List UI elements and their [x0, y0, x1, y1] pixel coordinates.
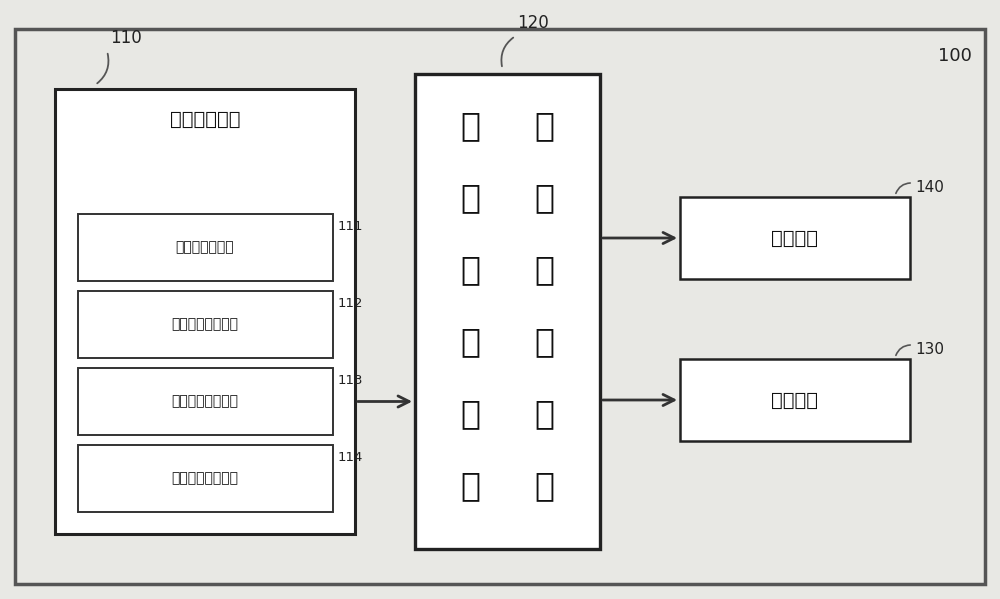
Bar	[680, 197, 910, 279]
Text: 控: 控	[534, 325, 554, 358]
Text: 112: 112	[338, 297, 363, 310]
Text: 语音识别模块: 语音识别模块	[170, 110, 240, 129]
Text: 识别结果输出接口: 识别结果输出接口	[172, 395, 238, 409]
Text: 113: 113	[338, 374, 363, 387]
Text: 视频接口: 视频接口	[771, 228, 818, 247]
Text: 器: 器	[534, 469, 554, 502]
Text: 能: 能	[534, 110, 554, 143]
Text: 140: 140	[915, 180, 944, 195]
Text: 语音数据存储器: 语音数据存储器	[176, 241, 234, 255]
Text: 语音模块: 语音模块	[771, 391, 818, 410]
Text: 120: 120	[518, 14, 549, 32]
Text: 音频输入输出接口: 音频输入输出接口	[172, 471, 238, 486]
Bar	[78, 214, 332, 281]
Bar	[55, 89, 355, 534]
Text: 130: 130	[915, 342, 944, 357]
Text: 主: 主	[460, 325, 480, 358]
Bar	[680, 359, 910, 441]
Bar	[78, 291, 332, 358]
Bar	[78, 445, 332, 512]
Text: 有: 有	[460, 181, 480, 214]
Text: 具: 具	[460, 110, 480, 143]
Bar	[78, 368, 332, 435]
Text: 110: 110	[110, 29, 142, 47]
Text: 功: 功	[460, 469, 480, 502]
Text: 111: 111	[338, 220, 363, 233]
Text: 100: 100	[938, 47, 972, 65]
Bar	[415, 74, 600, 549]
Text: 微: 微	[534, 253, 554, 286]
Text: 114: 114	[338, 451, 363, 464]
Text: 的: 的	[534, 181, 554, 214]
Text: 其: 其	[460, 253, 480, 286]
Text: 语音特征训练接口: 语音特征训练接口	[172, 317, 238, 331]
Text: 制: 制	[534, 397, 554, 430]
Text: 要: 要	[460, 397, 480, 430]
